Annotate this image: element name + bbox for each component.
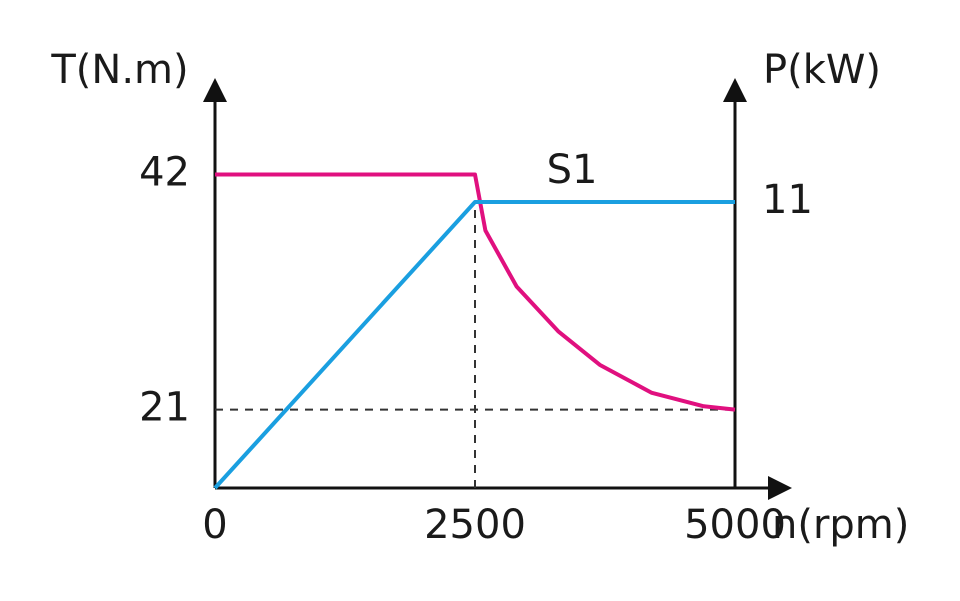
y2-axis-title: P(kW) (763, 47, 881, 93)
y-tick-label: 21 (139, 385, 190, 431)
series-line (213, 200, 735, 490)
y-tick-label: 42 (139, 150, 190, 196)
y2-axis-arrow (723, 78, 747, 102)
annotation: S1 (547, 147, 598, 193)
y-axis-title: T(N.m) (50, 47, 188, 93)
series-line (215, 172, 736, 412)
x-tick-label: 0 (202, 502, 227, 548)
x-axis-title: n(rpm) (772, 502, 909, 548)
y2-tick-label: 11 (762, 177, 813, 223)
x-tick-label: 2500 (424, 502, 526, 548)
x-axis-arrow (768, 476, 792, 500)
y-axis-arrow (203, 78, 227, 102)
x-tick-label: 5000 (684, 502, 786, 548)
